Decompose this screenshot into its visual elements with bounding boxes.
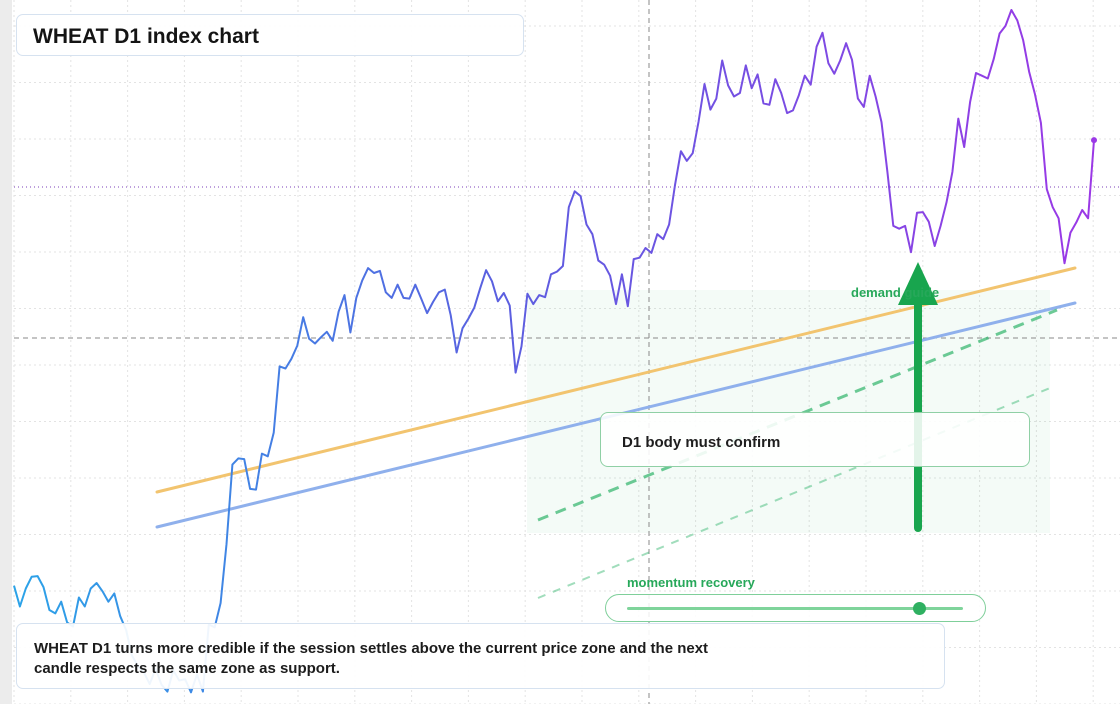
arrow-head — [898, 262, 938, 305]
title-box: WHEAT D1 index chart — [16, 14, 524, 56]
guide-line-dashed — [537, 308, 1058, 522]
momentum-knob[interactable] — [913, 602, 927, 615]
callout-box: D1 body must confirm — [600, 412, 1030, 467]
guide-line-faint — [537, 387, 1051, 599]
note-text: WHEAT D1 turns more credible if the sess… — [34, 640, 709, 677]
callout-text: D1 body must confirm — [622, 434, 781, 451]
left-rail — [0, 0, 12, 704]
note-box: WHEAT D1 turns more credible if the sess… — [16, 623, 945, 689]
demand-zone-label: demand guide — [851, 285, 940, 300]
momentum-slider[interactable] — [605, 594, 986, 622]
momentum-label: momentum recovery — [627, 575, 755, 590]
momentum-track — [627, 607, 963, 610]
last-price-dot — [1091, 137, 1097, 144]
chart-title: WHEAT D1 index chart — [33, 25, 259, 48]
